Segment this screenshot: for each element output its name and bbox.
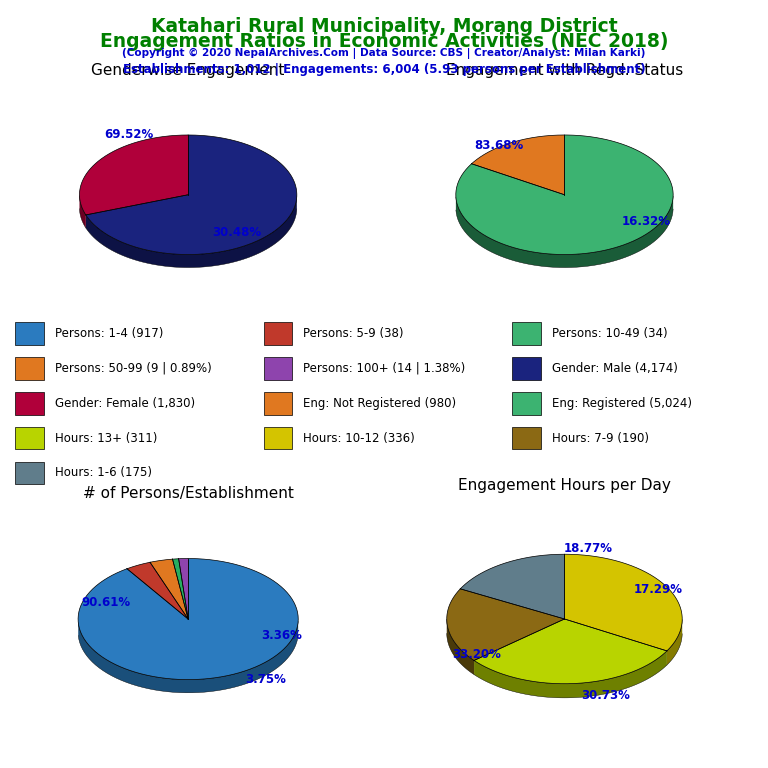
Text: 30.48%: 30.48% xyxy=(213,227,262,240)
Text: (Copyright © 2020 NepalArchives.Com | Data Source: CBS | Creator/Analyst: Milan : (Copyright © 2020 NepalArchives.Com | Da… xyxy=(122,48,646,59)
Bar xyxy=(512,427,541,449)
Polygon shape xyxy=(179,558,188,619)
Bar xyxy=(512,357,541,379)
Text: 30.73%: 30.73% xyxy=(581,689,630,702)
Bar xyxy=(263,427,292,449)
Bar xyxy=(15,357,44,379)
Text: 83.68%: 83.68% xyxy=(475,139,524,152)
Text: Eng: Registered (5,024): Eng: Registered (5,024) xyxy=(552,397,692,410)
Text: 17.29%: 17.29% xyxy=(634,583,684,596)
Title: # of Persons/Establishment: # of Persons/Establishment xyxy=(83,486,293,501)
Text: Katahari Rural Municipality, Morang District: Katahari Rural Municipality, Morang Dist… xyxy=(151,17,617,36)
Text: 69.52%: 69.52% xyxy=(104,128,153,141)
Bar xyxy=(263,323,292,345)
Text: Hours: 1-6 (175): Hours: 1-6 (175) xyxy=(55,466,152,479)
Bar xyxy=(263,392,292,415)
Text: 90.61%: 90.61% xyxy=(81,596,130,609)
Bar xyxy=(15,392,44,415)
Polygon shape xyxy=(456,196,673,267)
Text: 16.32%: 16.32% xyxy=(621,215,670,228)
Text: 33.20%: 33.20% xyxy=(452,647,501,660)
Polygon shape xyxy=(79,135,188,215)
Text: Engagement Ratios in Economic Activities (NEC 2018): Engagement Ratios in Economic Activities… xyxy=(100,32,668,51)
Polygon shape xyxy=(667,620,682,665)
Title: Genderwise Engagement: Genderwise Engagement xyxy=(91,63,285,78)
Polygon shape xyxy=(460,554,564,619)
Polygon shape xyxy=(447,619,474,674)
Polygon shape xyxy=(127,562,188,619)
Bar xyxy=(15,427,44,449)
Bar xyxy=(15,462,44,484)
Text: 18.77%: 18.77% xyxy=(564,542,613,554)
Text: Eng: Not Registered (980): Eng: Not Registered (980) xyxy=(303,397,457,410)
Text: Hours: 13+ (311): Hours: 13+ (311) xyxy=(55,432,157,445)
Polygon shape xyxy=(86,135,297,254)
Polygon shape xyxy=(86,196,296,267)
Bar xyxy=(512,392,541,415)
Polygon shape xyxy=(173,559,188,619)
Polygon shape xyxy=(472,135,564,195)
Bar xyxy=(512,323,541,345)
Polygon shape xyxy=(80,196,86,228)
Polygon shape xyxy=(447,589,564,660)
Bar xyxy=(15,323,44,345)
Polygon shape xyxy=(150,559,188,619)
Text: Persons: 5-9 (38): Persons: 5-9 (38) xyxy=(303,327,404,340)
Text: Persons: 1-4 (917): Persons: 1-4 (917) xyxy=(55,327,164,340)
Title: Engagement with Regd. Status: Engagement with Regd. Status xyxy=(446,63,683,78)
Text: Persons: 10-49 (34): Persons: 10-49 (34) xyxy=(552,327,667,340)
Polygon shape xyxy=(78,558,298,680)
Text: 3.36%: 3.36% xyxy=(261,629,302,642)
Text: Gender: Male (4,174): Gender: Male (4,174) xyxy=(552,362,677,375)
Text: Hours: 10-12 (336): Hours: 10-12 (336) xyxy=(303,432,415,445)
Polygon shape xyxy=(78,621,298,693)
Text: Persons: 50-99 (9 | 0.89%): Persons: 50-99 (9 | 0.89%) xyxy=(55,362,212,375)
Bar xyxy=(263,357,292,379)
Polygon shape xyxy=(455,135,673,254)
Text: 3.75%: 3.75% xyxy=(245,673,286,686)
Text: Hours: 7-9 (190): Hours: 7-9 (190) xyxy=(552,432,649,445)
Title: Engagement Hours per Day: Engagement Hours per Day xyxy=(458,478,671,493)
Text: Establishments: 1,012 | Engagements: 6,004 (5.93 persons per Establishment): Establishments: 1,012 | Engagements: 6,0… xyxy=(123,63,645,76)
Polygon shape xyxy=(564,554,682,651)
Polygon shape xyxy=(474,619,667,684)
Text: Gender: Female (1,830): Gender: Female (1,830) xyxy=(55,397,195,410)
Polygon shape xyxy=(474,651,667,698)
Text: Persons: 100+ (14 | 1.38%): Persons: 100+ (14 | 1.38%) xyxy=(303,362,465,375)
